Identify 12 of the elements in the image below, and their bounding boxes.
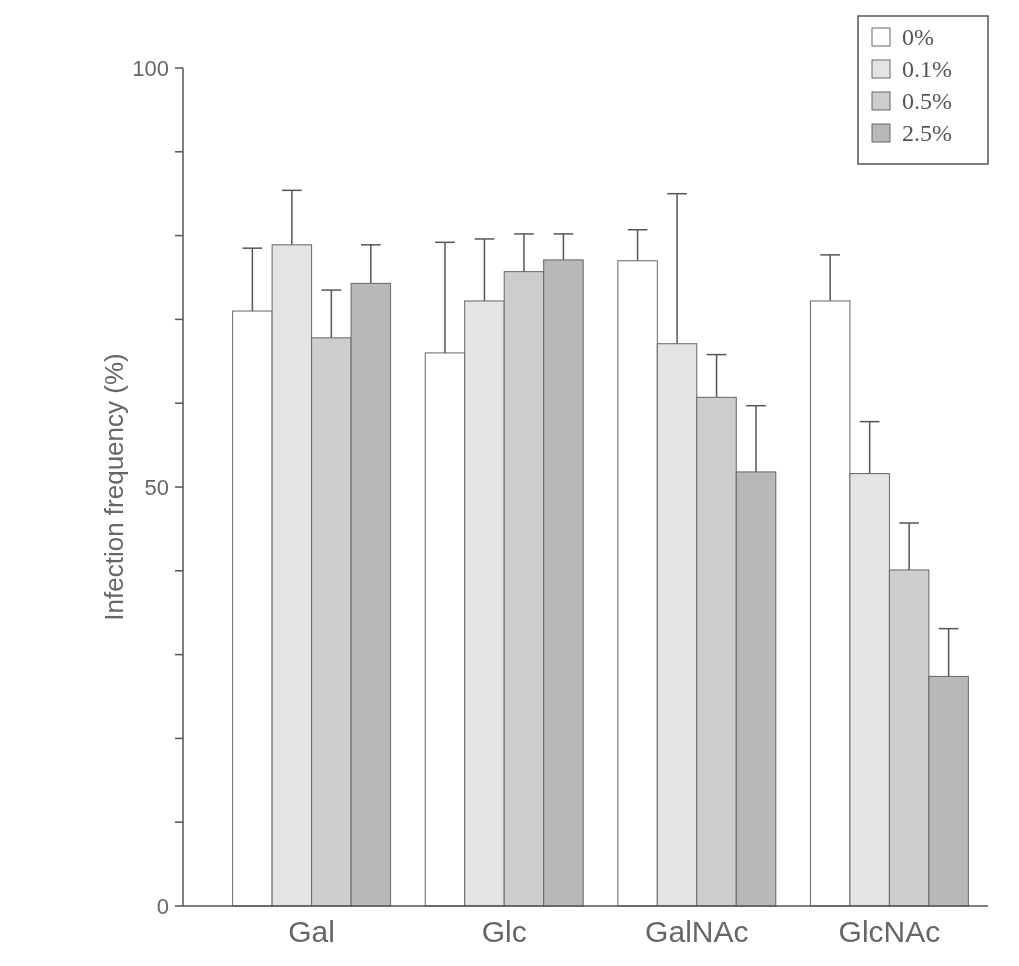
legend-label: 0.1% <box>902 56 952 83</box>
legend-label: 2.5% <box>902 120 952 147</box>
legend-label: 0% <box>902 24 934 51</box>
x-tick-label: GlcNAc <box>838 915 941 948</box>
y-tick-label: 50 <box>144 474 169 500</box>
y-tick-label: 100 <box>132 55 169 81</box>
x-tick-label: Gal <box>288 915 335 948</box>
legend-label: 0.5% <box>902 88 952 115</box>
y-axis-title: Infection frequency (%) <box>99 353 129 621</box>
x-tick-label: GalNAc <box>645 915 749 948</box>
y-tick-label: 0 <box>156 893 169 919</box>
x-tick-label: Glc <box>481 915 527 948</box>
